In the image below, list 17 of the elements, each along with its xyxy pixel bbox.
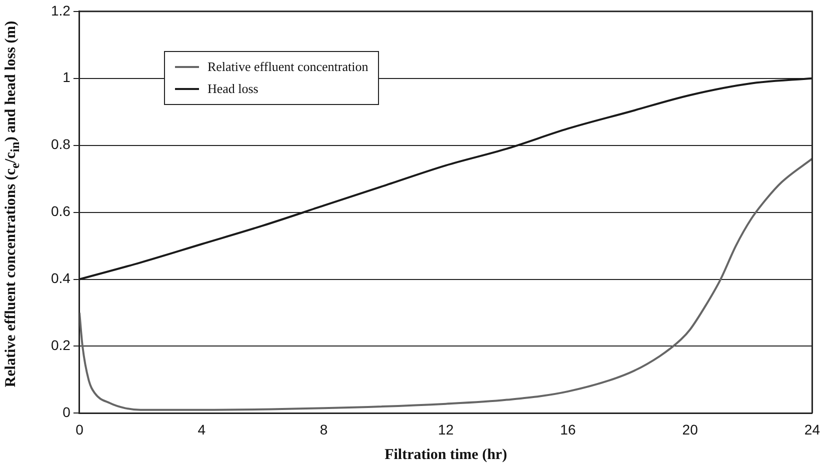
y-tick-label: 0	[62, 404, 71, 420]
y-tick-label: 0.6	[50, 203, 71, 220]
x-tick-label: 8	[320, 421, 328, 438]
x-tick-label: 20	[682, 421, 698, 438]
x-tick-label: 0	[76, 421, 84, 438]
x-tick-label: 16	[560, 421, 576, 438]
y-tick-label: 0.8	[50, 136, 71, 152]
y-tick-label: 0.4	[50, 270, 71, 286]
legend-label: Relative effluent concentration	[207, 59, 368, 76]
x-axis-title: Filtration time (hr)	[384, 446, 508, 463]
y-tick-label: 1.2	[50, 2, 71, 18]
legend-label: Head loss	[207, 81, 258, 98]
x-tick-label: 24	[804, 421, 820, 438]
x-tick-label: 12	[438, 421, 454, 438]
x-tick-label: 4	[198, 421, 206, 438]
y-tick-label: 1	[62, 69, 71, 86]
y-tick-label: 0.2	[50, 337, 71, 354]
